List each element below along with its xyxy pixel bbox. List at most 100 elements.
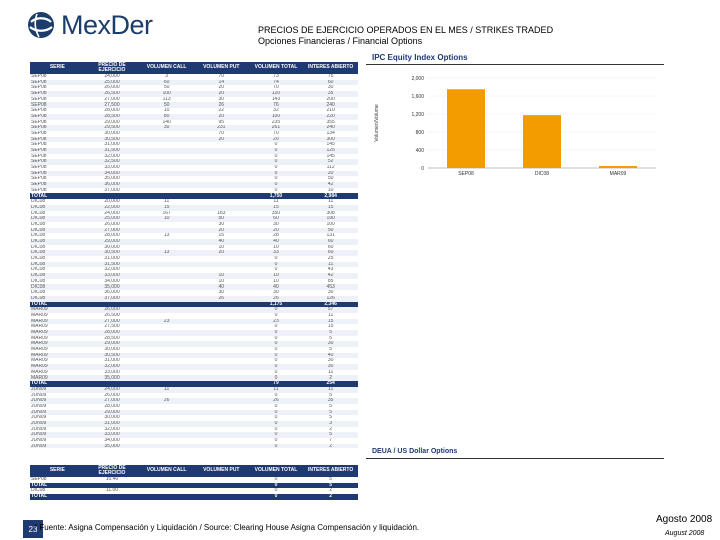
table-row: DIC08 32,000 0 43 xyxy=(30,267,358,273)
table-cell: 0 xyxy=(274,358,278,364)
dollar-options-title-bar: DEUA / US Dollar Options xyxy=(366,446,664,459)
table-cell: 3 xyxy=(303,420,358,427)
column-header: VOLUMEN PUT xyxy=(193,465,249,477)
table-cell xyxy=(139,482,194,489)
table-cell: JUN09 xyxy=(31,426,47,432)
table-cell: 29,000 xyxy=(84,409,140,416)
table-cell xyxy=(193,182,249,188)
table-cell: 31,500 xyxy=(84,147,140,154)
table-cell: 32,500 xyxy=(84,159,140,165)
table-cell: 5 xyxy=(303,409,358,416)
table-cell: 30 xyxy=(303,341,358,347)
table-cell: 27,000 xyxy=(84,318,140,325)
table-cell: 30 xyxy=(273,290,279,296)
table-cell: 26 xyxy=(193,102,249,109)
table-cell: 27,000 xyxy=(84,227,140,234)
table-cell: 0 xyxy=(274,256,278,262)
table-cell: 2 xyxy=(329,426,333,432)
table-cell: 20 xyxy=(248,227,304,234)
table-cell xyxy=(139,301,194,308)
table-cell: 355 xyxy=(326,119,335,125)
table-row: MAR09 35,000 0 2 xyxy=(30,375,358,382)
table-cell xyxy=(193,204,249,211)
table-cell xyxy=(193,420,249,427)
table-cell: 30,000 xyxy=(104,347,120,353)
table-cell xyxy=(193,261,249,268)
table-cell xyxy=(139,307,194,313)
table-cell: 23 xyxy=(248,318,304,325)
table-row: JUN09 35,000 0 2 xyxy=(30,443,358,448)
table-cell: 0 xyxy=(248,170,304,177)
table-cell xyxy=(139,329,194,336)
table-row: SEP08 33,000 0 112 xyxy=(30,165,358,171)
table-cell: 30 xyxy=(218,290,225,296)
table-row: SEP08 26,500 100 20 120 35 xyxy=(30,91,358,97)
table-row: DIC08 28,000 13 15 28 131 xyxy=(30,233,358,239)
table-row: DIC08 11.00 0 2 xyxy=(30,488,358,494)
table-cell xyxy=(139,295,194,302)
table-cell: MAR09 xyxy=(30,318,85,325)
table-cell: DIC08 xyxy=(30,238,85,245)
table-cell: 0 xyxy=(274,312,278,318)
table-cell: 31,000 xyxy=(84,420,140,427)
table-cell: 26 xyxy=(248,295,304,302)
globe-icon xyxy=(28,12,54,38)
y-tick-label: 0 xyxy=(421,166,424,172)
table-cell: DIC08 xyxy=(31,290,46,296)
y-tick-label: 400 xyxy=(416,148,425,154)
table-cell: 10 xyxy=(163,108,170,114)
table-cell: 30 xyxy=(303,364,358,370)
table-cell: 10 xyxy=(193,273,249,279)
table-cell xyxy=(139,443,194,448)
table-cell: 32,000 xyxy=(104,426,120,432)
table-cell: SEP08 xyxy=(30,113,85,120)
table-cell: 30 xyxy=(139,125,194,131)
table-cell: 5 xyxy=(303,432,358,438)
column-header: PRECIO DE EJERCICIO xyxy=(84,62,140,74)
table-cell: 26,500 xyxy=(104,312,120,318)
table-cell: 10 xyxy=(139,216,194,222)
table-cell: 30 xyxy=(327,85,334,91)
table-cell: 11 xyxy=(273,199,279,205)
table-cell: JUN09 xyxy=(30,409,85,416)
table-cell: SEP08 xyxy=(31,153,47,159)
table-cell: 0 xyxy=(274,392,278,398)
table-cell: 32,000 xyxy=(104,153,120,159)
table-cell: 120 xyxy=(248,91,304,97)
bar-dic08 xyxy=(523,115,561,168)
table-cell: DIC08 xyxy=(31,267,46,273)
table-cell: 40 xyxy=(193,284,249,291)
dollar-options-table: SERIE PRECIO DE EJERCICIO VOLUMEN CALL VOLU… xyxy=(30,465,358,500)
total-row: TOTAL 1,750 2,984 xyxy=(30,193,358,200)
table-cell xyxy=(139,227,194,234)
table-cell: 60 xyxy=(303,238,358,245)
table-row: MAR09 26,500 0 11 xyxy=(30,313,358,319)
column-header: VOLUMEN TOTAL xyxy=(248,465,304,477)
table-cell xyxy=(193,409,249,416)
table-cell xyxy=(193,352,249,359)
table-cell xyxy=(139,494,194,500)
table-cell: 28,000 xyxy=(84,329,140,336)
table-cell: TOTAL xyxy=(30,381,85,387)
bar-sep08 xyxy=(447,89,485,168)
table-cell: 0 xyxy=(274,477,278,483)
table-cell: 1,175 xyxy=(248,301,304,308)
table-cell: 235 xyxy=(271,119,281,125)
table-cell: 50 xyxy=(327,176,334,182)
table-row: DIC08 36,000 30 30 30 xyxy=(30,290,358,296)
table-cell: 43 xyxy=(327,267,334,273)
table-row: SEP08 29,500 30 231 261 240 xyxy=(30,125,358,131)
table-cell: 26,000 xyxy=(84,307,140,313)
column-header: SERIE xyxy=(30,465,85,477)
table-cell: 0 xyxy=(248,494,304,500)
date-english: August 2008 xyxy=(665,530,705,537)
table-cell: 57 xyxy=(303,307,358,313)
table-cell: 26,500 xyxy=(84,91,140,97)
table-cell: JUN09 xyxy=(30,386,85,393)
table-cell: 0 xyxy=(274,176,278,182)
table-cell: 73 xyxy=(273,74,279,80)
table-cell: 35 xyxy=(303,398,358,404)
table-cell: 10 xyxy=(248,273,304,279)
table-row: DIC08 30,000 10 10 60 xyxy=(30,245,358,251)
table-cell: 100 xyxy=(139,91,194,97)
